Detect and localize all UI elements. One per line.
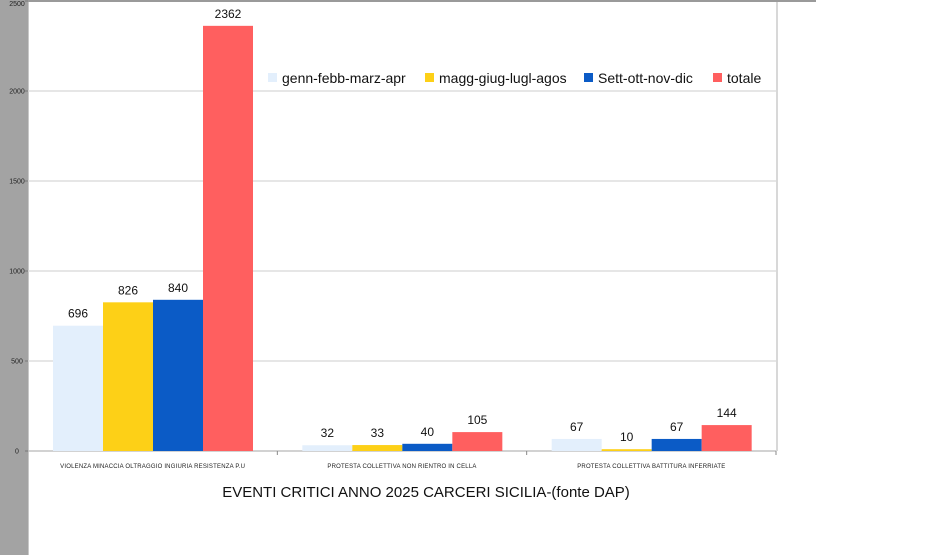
legend-swatch [713, 73, 722, 82]
bars [53, 25, 752, 452]
data-label: 67 [670, 420, 684, 434]
data-label: 32 [321, 426, 335, 440]
y-tick-label: 1000 [9, 269, 25, 276]
data-label: 67 [570, 420, 584, 434]
data-label: 840 [168, 281, 188, 295]
legend-swatch [425, 73, 434, 82]
bar-genn-febb-marz-apr [551, 438, 602, 451]
legend-entry: totale [727, 70, 761, 86]
left-gray-panel [0, 0, 29, 555]
category-labels: VIOLENZA MINACCIA OLTRAGGIO INGIURIA RES… [60, 464, 725, 470]
y-tick-label: 2500 [9, 1, 25, 8]
legend-entry: genn-febb-marz-apr [282, 70, 406, 86]
data-label: 2362 [215, 7, 242, 21]
legend-entry: magg-giug-lugl-agos [439, 70, 567, 86]
data-label: 40 [421, 425, 435, 439]
bar-magg-giug-lugl-agos [352, 445, 403, 451]
category-label: VIOLENZA MINACCIA OLTRAGGIO INGIURIA RES… [60, 464, 245, 470]
y-tick-label: 500 [11, 359, 23, 366]
bar-totale [452, 432, 503, 451]
data-label: 826 [118, 283, 138, 297]
legend: genn-febb-marz-apr magg-giug-lugl-agos Set… [268, 70, 761, 86]
bar-magg-giug-lugl-agos [103, 302, 153, 451]
plot-right-border [776, 2, 778, 451]
chart-title: EVENTI CRITICI ANNO 2025 CARCERI SICILIA… [222, 484, 630, 501]
y-tick-label: 0 [15, 449, 19, 456]
data-label: 696 [68, 307, 88, 321]
y-tick-label: 1500 [9, 179, 25, 186]
top-border [28, 0, 816, 2]
category-label: PROTESTA COLLETTIVA NON RIENTRO IN CELLA [327, 464, 476, 470]
legend-swatch [268, 73, 277, 82]
data-label: 105 [467, 413, 487, 427]
bar-Sett-ott-nov-dic [402, 443, 453, 451]
y-axis-ticks: 0 500 1000 1500 2000 2500 [9, 0, 28, 456]
y-tick-label: 2000 [9, 89, 25, 96]
data-labels: 696 826 840 2362 32 33 40 105 67 10 67 144 [68, 7, 737, 444]
bar-genn-febb-marz-apr [302, 445, 353, 451]
data-label: 10 [620, 430, 634, 444]
bar-Sett-ott-nov-dic [153, 299, 203, 451]
category-label: PROTESTA COLLETTIVA BATTITURA INFERRIATE [577, 464, 725, 470]
data-label: 144 [717, 406, 737, 420]
bar-genn-febb-marz-apr [53, 325, 103, 451]
legend-swatch [584, 73, 593, 82]
bar-totale [701, 425, 752, 451]
bar-magg-giug-lugl-agos [601, 449, 652, 451]
legend-entry: Sett-ott-nov-dic [598, 70, 693, 86]
bar-Sett-ott-nov-dic [651, 438, 702, 451]
data-label: 33 [371, 426, 385, 440]
bar-totale [203, 25, 253, 452]
